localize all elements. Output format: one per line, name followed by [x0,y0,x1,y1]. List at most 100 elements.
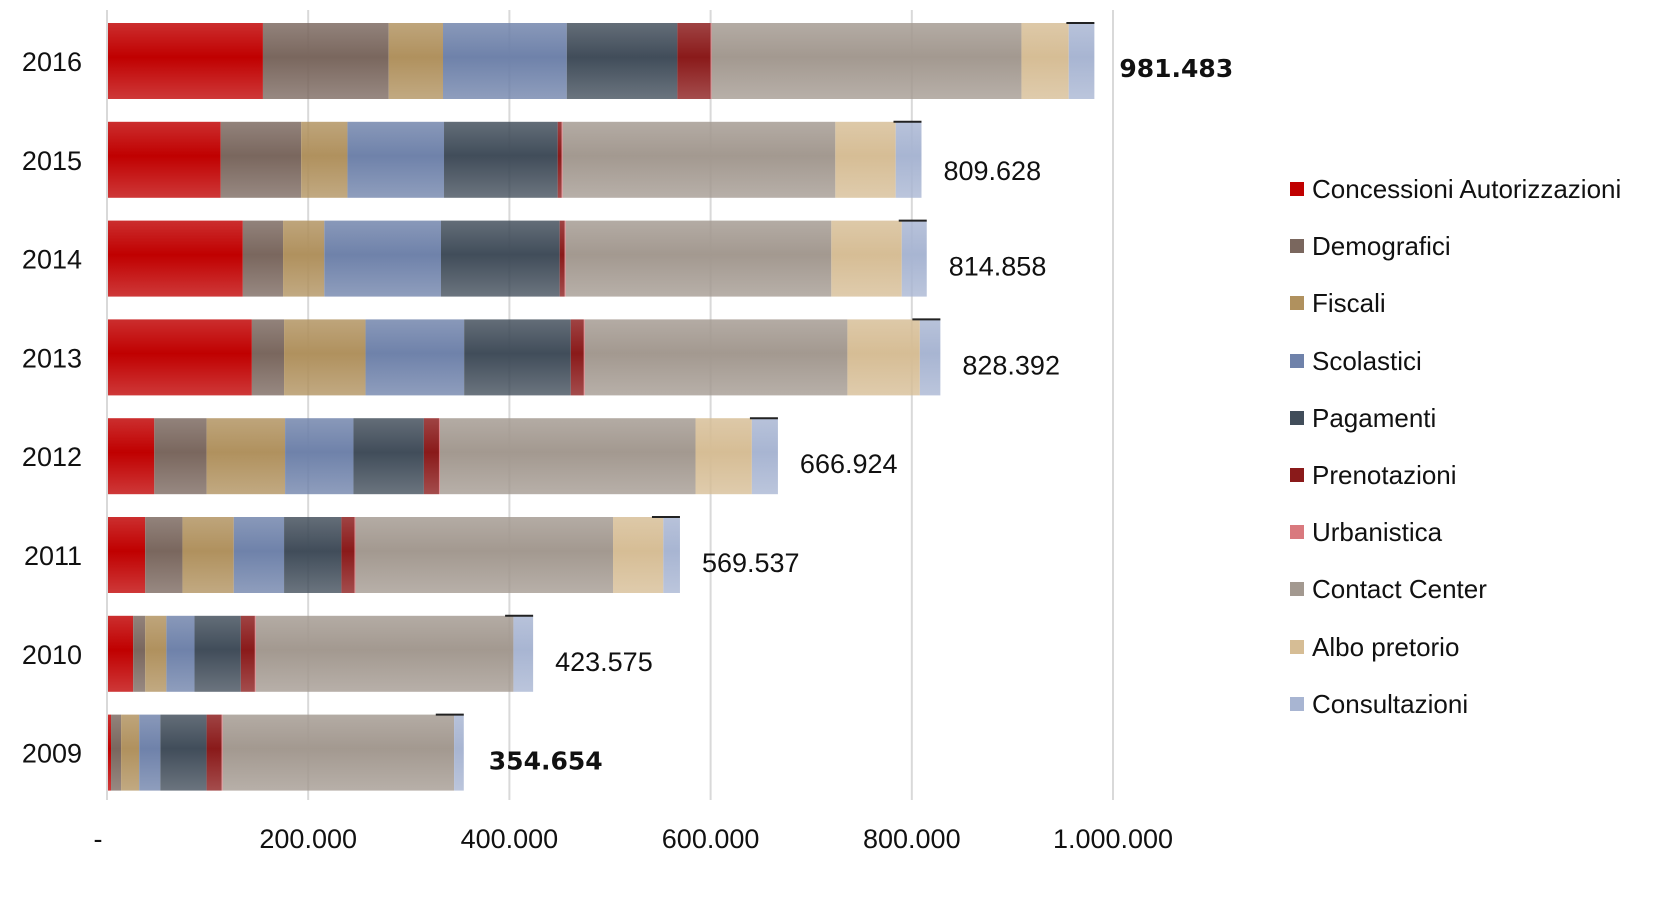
x-tick-label: - [94,824,103,854]
x-tick-label: 800.000 [863,824,961,854]
bar-segment [254,615,256,692]
bar-segment [919,319,941,396]
labels: 981.483 809.628 814.858 828.392 666.924 569.5… [489,54,1233,776]
bar-segment [423,418,439,495]
legend-label: Contact Center [1312,574,1487,605]
bar-segment [341,517,355,593]
bar-segment [301,121,348,198]
bar-segment [566,23,678,99]
y-tick-label: 2011 [24,541,82,571]
legend-label: Fiscali [1312,288,1386,319]
x-tick-label: 400.000 [461,824,559,854]
legend-label: Concessioni Autorizzazioni [1312,174,1622,204]
x-tick-label: 200.000 [259,824,357,854]
y-tick-label: 2012 [22,442,82,472]
bar-segment [284,517,342,593]
legend-label: Consultazioni [1312,688,1469,719]
data-label-total: 809.628 [943,156,1041,186]
data-label-total: 814.858 [949,252,1047,282]
bar-segment [107,615,134,692]
bar-segment [233,517,285,593]
bar-segment [145,615,167,692]
bar-segment [145,517,183,593]
bar-segment [240,615,255,692]
bar-segment [355,517,614,593]
legend-swatch [1290,468,1304,482]
bar-segment [107,319,252,396]
bar-segment [222,714,455,791]
bar-segment [255,615,514,692]
bar-segment [107,517,146,593]
bar-segment [133,615,146,692]
bar-segment [1021,23,1069,99]
bar-segment [464,319,571,396]
bar-segment [454,714,464,791]
bar-segment [901,220,927,297]
bar-segment [1068,23,1095,99]
bar-segment [562,121,836,198]
bar-segment [751,418,778,495]
bar-segment [711,23,1022,99]
bar-segment [443,23,567,99]
bar-segment [564,220,566,297]
legend-label: Urbanistica [1312,517,1443,548]
legend-label: Scolastici [1312,345,1422,376]
legend-swatch [1290,582,1304,597]
bar-segment [107,714,112,791]
bar-segment [695,418,752,495]
bar-segment [107,23,263,99]
legend-swatch [1290,296,1304,311]
data-label-total: 666.924 [800,449,898,479]
bar-segment [154,418,207,495]
bar-segment [107,121,221,198]
bar-segment [284,319,366,396]
y-tick-label: 2013 [22,343,82,373]
data-label-total: 828.392 [962,350,1060,380]
bar-segment [324,220,441,297]
legend-swatch [1290,353,1304,368]
bar-segment [847,319,920,396]
legend-swatch [1290,696,1304,711]
bar-segment [221,714,223,791]
x-tick-label: 600.000 [662,824,760,854]
legend-label: Demografici [1312,231,1451,262]
legend-label: Prenotazioni [1312,460,1457,490]
bar-segment [710,23,712,99]
bar-segment [677,23,711,99]
y-tick-label: 2010 [22,640,82,670]
legend-swatch [1290,239,1304,254]
legend-swatch [1290,525,1304,540]
bar-segment [206,714,222,791]
data-label-total: 981.483 [1119,54,1233,83]
bar-segment [182,517,234,593]
data-label-total: 423.575 [555,647,653,677]
bar-segment [835,121,896,198]
bar-segment [440,220,560,297]
y-tick-label: 2014 [22,245,82,275]
bar-segment [365,319,465,396]
bar-segment [444,121,558,198]
bar-segment [206,418,286,495]
bar-segment [283,220,325,297]
bar-segment [561,121,563,198]
bar-segment [354,517,356,593]
bar-segment [583,319,585,396]
bar-segment [438,418,440,495]
data-label-total: 354.654 [489,747,603,776]
bar-segment [160,714,207,791]
bar-segment [663,517,680,593]
bar-segment [166,615,195,692]
bar-segment [557,121,562,198]
bar-segment [895,121,922,198]
bar-segment [513,615,534,692]
y-tick-label: 2015 [22,146,82,176]
bar-segment [242,220,284,297]
bar-segment [565,220,832,297]
bar-segment [251,319,285,396]
bar-segment [194,615,241,692]
bar-segment [559,220,565,297]
legend-label: Pagamenti [1312,402,1437,433]
bar-segment [107,418,155,495]
